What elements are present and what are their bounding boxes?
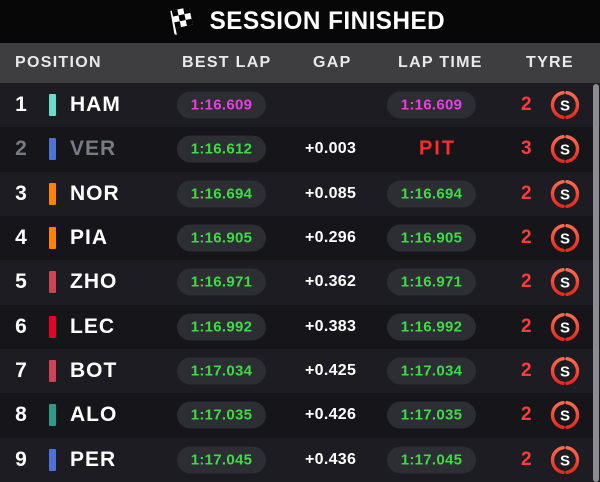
svg-text:S: S [560, 319, 570, 336]
svg-text:S: S [560, 142, 570, 159]
svg-text:S: S [560, 186, 570, 203]
svg-text:S: S [560, 364, 570, 381]
svg-text:S: S [560, 231, 570, 248]
svg-text:S: S [560, 408, 570, 425]
svg-text:S: S [560, 275, 570, 292]
svg-text:S: S [560, 452, 570, 469]
svg-text:S: S [560, 98, 570, 115]
